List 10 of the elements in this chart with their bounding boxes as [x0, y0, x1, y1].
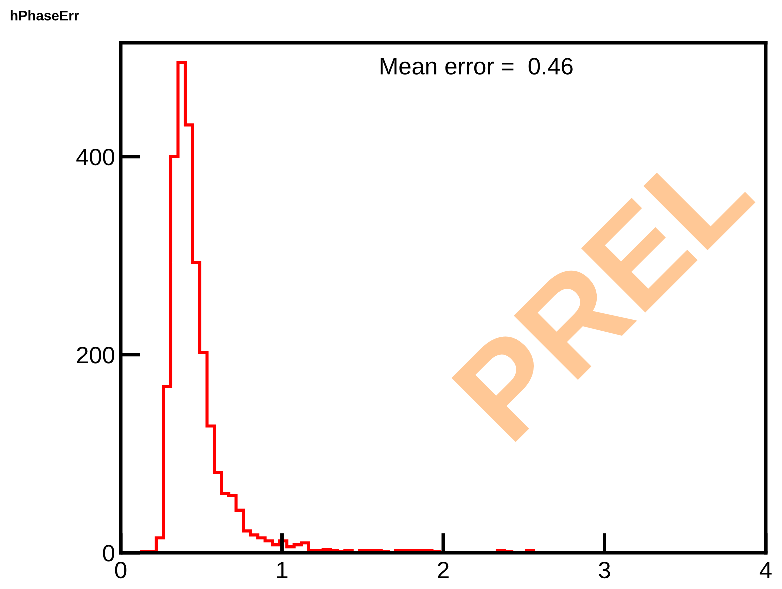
y-tick-label: 200: [77, 347, 115, 364]
x-tick-label: 4: [760, 562, 772, 578]
annotation: Mean error = 0.46: [380, 58, 573, 75]
x-tick-label: 0: [115, 562, 127, 579]
x-tick-label: 3: [599, 562, 610, 579]
y-tick-label: 400: [76, 148, 115, 166]
x-tick-label: 2: [438, 562, 449, 578]
x-tick-label: 1: [277, 562, 288, 578]
y-tick-label: 0: [103, 545, 115, 562]
chart-title: hPhaseErr: [10, 10, 80, 21]
